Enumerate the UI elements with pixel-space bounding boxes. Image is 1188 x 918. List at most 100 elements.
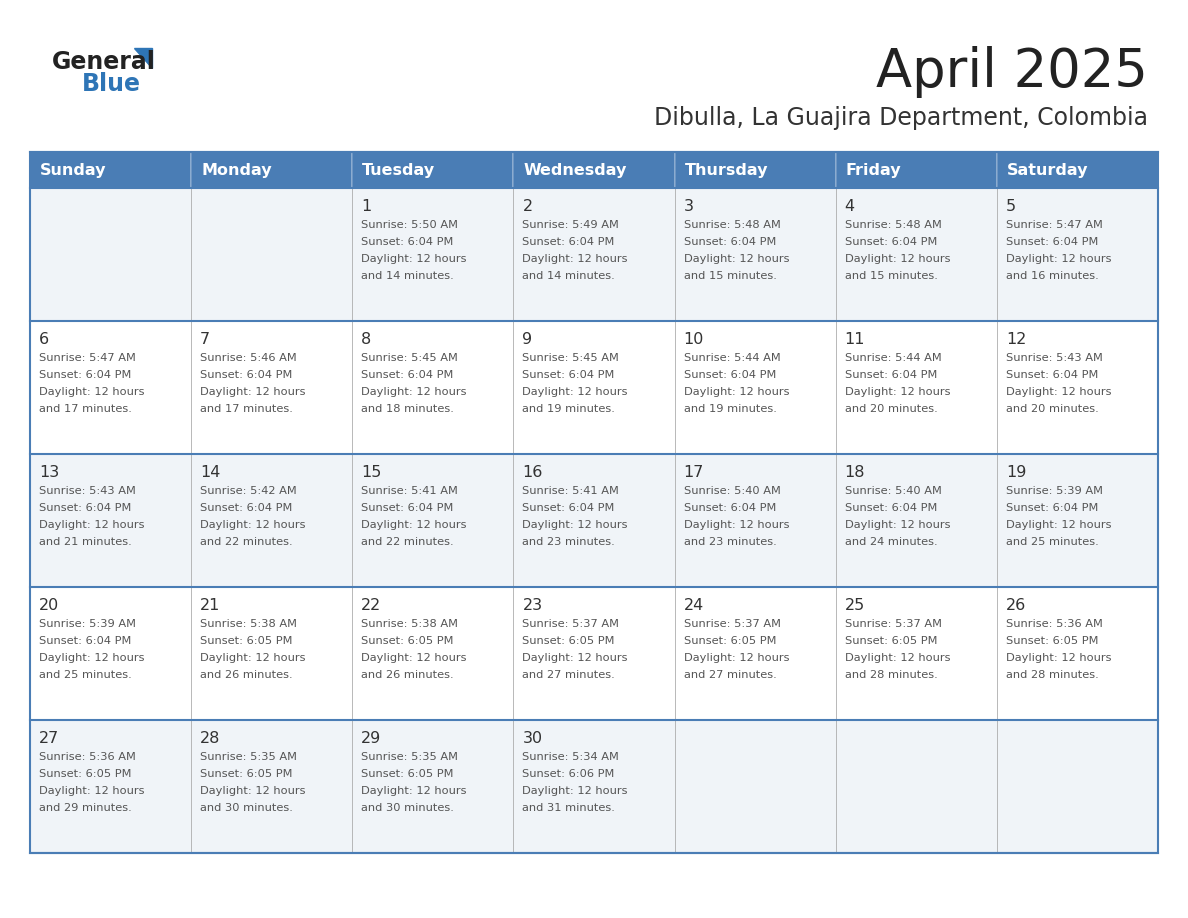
Text: Sunset: 6:04 PM: Sunset: 6:04 PM: [361, 237, 454, 247]
Text: Sunrise: 5:50 AM: Sunrise: 5:50 AM: [361, 220, 459, 230]
Text: Sunrise: 5:37 AM: Sunrise: 5:37 AM: [523, 619, 619, 629]
Text: Daylight: 12 hours: Daylight: 12 hours: [200, 786, 305, 796]
Bar: [30, 321, 191, 454]
Text: Sunrise: 5:48 AM: Sunrise: 5:48 AM: [845, 220, 942, 230]
Text: Daylight: 12 hours: Daylight: 12 hours: [361, 520, 467, 530]
Text: 24: 24: [683, 598, 703, 613]
Text: 26: 26: [1006, 598, 1026, 613]
Text: Thursday: Thursday: [684, 162, 769, 177]
Text: Daylight: 12 hours: Daylight: 12 hours: [683, 520, 789, 530]
Bar: [513, 720, 675, 853]
Text: and 16 minutes.: and 16 minutes.: [1006, 271, 1099, 281]
Text: 11: 11: [845, 332, 865, 347]
Text: Daylight: 12 hours: Daylight: 12 hours: [200, 520, 305, 530]
Text: Sunset: 6:05 PM: Sunset: 6:05 PM: [200, 636, 292, 646]
Bar: [997, 152, 1158, 188]
Text: Sunset: 6:04 PM: Sunset: 6:04 PM: [200, 370, 292, 380]
Bar: [30, 152, 1158, 853]
Text: Daylight: 12 hours: Daylight: 12 hours: [683, 387, 789, 397]
Text: Sunrise: 5:37 AM: Sunrise: 5:37 AM: [845, 619, 942, 629]
Text: and 25 minutes.: and 25 minutes.: [39, 670, 132, 680]
Text: and 24 minutes.: and 24 minutes.: [845, 537, 937, 547]
Text: 13: 13: [39, 465, 59, 480]
Text: Saturday: Saturday: [1007, 162, 1088, 177]
Text: Sunday: Sunday: [40, 162, 107, 177]
Text: and 31 minutes.: and 31 minutes.: [523, 803, 615, 813]
Text: Daylight: 12 hours: Daylight: 12 hours: [523, 254, 628, 264]
Text: and 18 minutes.: and 18 minutes.: [361, 404, 454, 414]
Text: Dibulla, La Guajira Department, Colombia: Dibulla, La Guajira Department, Colombia: [655, 106, 1148, 130]
Text: Sunset: 6:04 PM: Sunset: 6:04 PM: [39, 370, 132, 380]
Bar: [835, 152, 997, 188]
Text: and 14 minutes.: and 14 minutes.: [361, 271, 454, 281]
Bar: [191, 587, 353, 720]
Bar: [997, 321, 1158, 454]
Text: Sunrise: 5:47 AM: Sunrise: 5:47 AM: [1006, 220, 1102, 230]
Text: and 26 minutes.: and 26 minutes.: [200, 670, 292, 680]
Text: and 17 minutes.: and 17 minutes.: [39, 404, 132, 414]
Text: and 17 minutes.: and 17 minutes.: [200, 404, 293, 414]
Bar: [30, 454, 191, 587]
Text: Blue: Blue: [82, 72, 141, 96]
Text: Sunrise: 5:41 AM: Sunrise: 5:41 AM: [361, 486, 459, 496]
Text: and 21 minutes.: and 21 minutes.: [39, 537, 132, 547]
Text: and 26 minutes.: and 26 minutes.: [361, 670, 454, 680]
Text: Daylight: 12 hours: Daylight: 12 hours: [845, 387, 950, 397]
Text: Sunset: 6:05 PM: Sunset: 6:05 PM: [39, 769, 132, 779]
Text: Sunset: 6:04 PM: Sunset: 6:04 PM: [523, 370, 615, 380]
Bar: [675, 720, 835, 853]
Bar: [30, 188, 191, 321]
Text: Sunset: 6:04 PM: Sunset: 6:04 PM: [1006, 237, 1098, 247]
Text: Sunset: 6:05 PM: Sunset: 6:05 PM: [845, 636, 937, 646]
Text: Sunrise: 5:37 AM: Sunrise: 5:37 AM: [683, 619, 781, 629]
Text: Sunset: 6:04 PM: Sunset: 6:04 PM: [361, 370, 454, 380]
Text: Sunset: 6:04 PM: Sunset: 6:04 PM: [523, 237, 615, 247]
Bar: [997, 587, 1158, 720]
Text: Sunset: 6:04 PM: Sunset: 6:04 PM: [683, 370, 776, 380]
Text: Daylight: 12 hours: Daylight: 12 hours: [39, 786, 145, 796]
Bar: [191, 720, 353, 853]
Text: and 30 minutes.: and 30 minutes.: [200, 803, 293, 813]
Text: Daylight: 12 hours: Daylight: 12 hours: [845, 254, 950, 264]
Text: Sunset: 6:04 PM: Sunset: 6:04 PM: [523, 503, 615, 513]
Text: 22: 22: [361, 598, 381, 613]
Text: Daylight: 12 hours: Daylight: 12 hours: [523, 653, 628, 663]
Text: Sunset: 6:05 PM: Sunset: 6:05 PM: [361, 636, 454, 646]
Text: Daylight: 12 hours: Daylight: 12 hours: [523, 786, 628, 796]
Text: Sunrise: 5:38 AM: Sunrise: 5:38 AM: [200, 619, 297, 629]
Text: Daylight: 12 hours: Daylight: 12 hours: [361, 653, 467, 663]
Bar: [191, 152, 353, 188]
Bar: [835, 454, 997, 587]
Text: Daylight: 12 hours: Daylight: 12 hours: [523, 520, 628, 530]
Text: April 2025: April 2025: [876, 46, 1148, 98]
Bar: [191, 188, 353, 321]
Text: Tuesday: Tuesday: [362, 162, 436, 177]
Text: Wednesday: Wednesday: [524, 162, 627, 177]
Text: Sunset: 6:05 PM: Sunset: 6:05 PM: [200, 769, 292, 779]
Text: and 23 minutes.: and 23 minutes.: [523, 537, 615, 547]
Bar: [513, 188, 675, 321]
Text: Sunrise: 5:49 AM: Sunrise: 5:49 AM: [523, 220, 619, 230]
Bar: [835, 720, 997, 853]
Text: and 19 minutes.: and 19 minutes.: [683, 404, 777, 414]
Text: Sunrise: 5:45 AM: Sunrise: 5:45 AM: [361, 353, 459, 363]
Text: Daylight: 12 hours: Daylight: 12 hours: [1006, 387, 1111, 397]
Bar: [835, 321, 997, 454]
Text: Daylight: 12 hours: Daylight: 12 hours: [200, 387, 305, 397]
Bar: [30, 720, 191, 853]
Text: Sunset: 6:05 PM: Sunset: 6:05 PM: [683, 636, 776, 646]
Text: Sunset: 6:04 PM: Sunset: 6:04 PM: [845, 370, 937, 380]
Text: Sunrise: 5:45 AM: Sunrise: 5:45 AM: [523, 353, 619, 363]
Bar: [191, 321, 353, 454]
Text: Sunrise: 5:36 AM: Sunrise: 5:36 AM: [39, 752, 135, 762]
Bar: [353, 188, 513, 321]
Text: 30: 30: [523, 731, 543, 746]
Text: Sunrise: 5:35 AM: Sunrise: 5:35 AM: [361, 752, 459, 762]
Text: Sunrise: 5:34 AM: Sunrise: 5:34 AM: [523, 752, 619, 762]
Text: Sunrise: 5:47 AM: Sunrise: 5:47 AM: [39, 353, 135, 363]
Bar: [997, 454, 1158, 587]
Polygon shape: [134, 48, 152, 68]
Text: Daylight: 12 hours: Daylight: 12 hours: [39, 387, 145, 397]
Text: Sunrise: 5:40 AM: Sunrise: 5:40 AM: [845, 486, 942, 496]
Text: and 25 minutes.: and 25 minutes.: [1006, 537, 1099, 547]
